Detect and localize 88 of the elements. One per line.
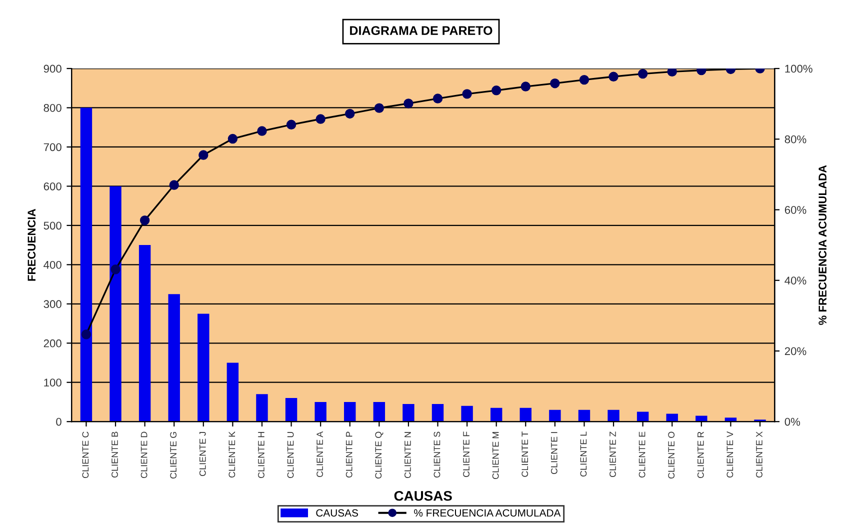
bar <box>608 410 620 422</box>
point <box>198 150 208 160</box>
point <box>374 103 384 113</box>
y-tick-label: 700 <box>44 143 62 152</box>
x-tick-label: CLIENTE A <box>316 431 323 478</box>
x-tick-label: CLIENTE C <box>82 432 89 478</box>
point <box>462 89 472 99</box>
bar <box>549 410 561 422</box>
bar <box>402 404 414 422</box>
x-tick-label: CLIENTE R <box>697 432 704 478</box>
y-axis-title: FRECUENCIA <box>28 208 36 281</box>
y2-tick-label: 60% <box>784 206 806 214</box>
bar <box>198 314 210 422</box>
y-tick-label: 800 <box>44 104 62 112</box>
x-tick-label: CLIENTE Q <box>375 432 384 479</box>
x-tick-label: CLIENTE B <box>112 432 118 478</box>
x-tick-label: CLIENTE L <box>580 432 587 477</box>
point <box>345 108 355 119</box>
x-tick-label: CLIENTE U <box>287 432 294 478</box>
bar <box>226 362 239 422</box>
x-tick-label: CLIENTE E <box>638 432 646 478</box>
bar <box>285 398 298 422</box>
point <box>550 78 560 88</box>
x-tick-label: CLIENTE H <box>258 432 264 478</box>
y-tick-label: 600 <box>44 182 62 190</box>
y2-tick-label: 40% <box>784 276 806 284</box>
point <box>520 82 530 92</box>
bar <box>578 410 590 422</box>
x-axis-title: CAUSAS <box>394 490 452 501</box>
point <box>491 86 502 96</box>
bar <box>461 406 473 422</box>
bar <box>520 408 532 422</box>
bar <box>344 402 356 422</box>
bar <box>490 408 502 422</box>
x-tick-label: CLIENTE O <box>668 432 675 479</box>
point <box>316 114 326 124</box>
y-tick-label: 0 <box>56 418 62 426</box>
point <box>228 134 238 144</box>
x-tick-label: CLIENTE T <box>522 432 528 477</box>
x-tick-label: CLIENTE G <box>170 432 177 479</box>
y2-tick-label: 20% <box>784 347 806 356</box>
y-tick-label: 900 <box>44 64 62 73</box>
y2-tick-label: 80% <box>784 135 806 144</box>
y-tick-label: 100 <box>44 378 62 387</box>
point <box>667 68 677 77</box>
x-tick-label: CLIENTE I <box>550 432 558 474</box>
point <box>579 74 590 85</box>
bar <box>373 402 386 422</box>
bar <box>696 416 708 422</box>
legend-label: % FRECUENCIA ACUMULADA <box>414 509 561 517</box>
bar <box>314 402 326 422</box>
point <box>638 68 648 79</box>
y-tick-label: 300 <box>44 300 62 308</box>
bar <box>138 245 151 422</box>
bar <box>110 186 122 422</box>
x-tick-label: CLIENTE N <box>404 432 411 478</box>
bar <box>636 412 649 422</box>
x-tick-label: CLIENTE J <box>199 432 206 476</box>
y-tick-label: 500 <box>44 222 62 230</box>
point <box>110 264 120 274</box>
bar <box>168 294 180 422</box>
x-tick-label: CLIENTE X <box>756 432 762 478</box>
y2-axis-title: % FRECUENCIA ACUMULADA <box>818 165 826 325</box>
x-tick-label: CLIENTE V <box>726 431 734 478</box>
y2-tick-label: 100% <box>785 64 812 73</box>
bar <box>80 108 92 422</box>
x-tick-label: CLIENTE S <box>434 432 440 478</box>
y2-tick-label: 0% <box>784 418 800 426</box>
point <box>169 180 179 190</box>
point <box>608 72 618 82</box>
x-tick-label: CLIENTE F <box>463 432 470 478</box>
chart-title: DIAGRAMA DE PARETO <box>350 26 492 35</box>
y-tick-label: 200 <box>44 339 62 348</box>
bar <box>432 404 444 422</box>
bar <box>256 394 268 422</box>
x-tick-label: CLIENTE P <box>346 432 352 478</box>
point <box>257 126 267 136</box>
legend-label: CAUSAS <box>316 509 358 517</box>
x-tick-label: CLIENTE M <box>492 432 499 480</box>
y-tick-label: 400 <box>44 260 62 269</box>
x-tick-label: CLIENTE Z <box>610 432 616 478</box>
point <box>286 120 296 130</box>
point <box>404 98 414 108</box>
point <box>140 215 150 226</box>
x-tick-label: CLIENTE D <box>140 432 148 478</box>
point <box>432 94 443 104</box>
x-tick-label: CLIENTE K <box>228 431 236 478</box>
point <box>81 330 92 340</box>
